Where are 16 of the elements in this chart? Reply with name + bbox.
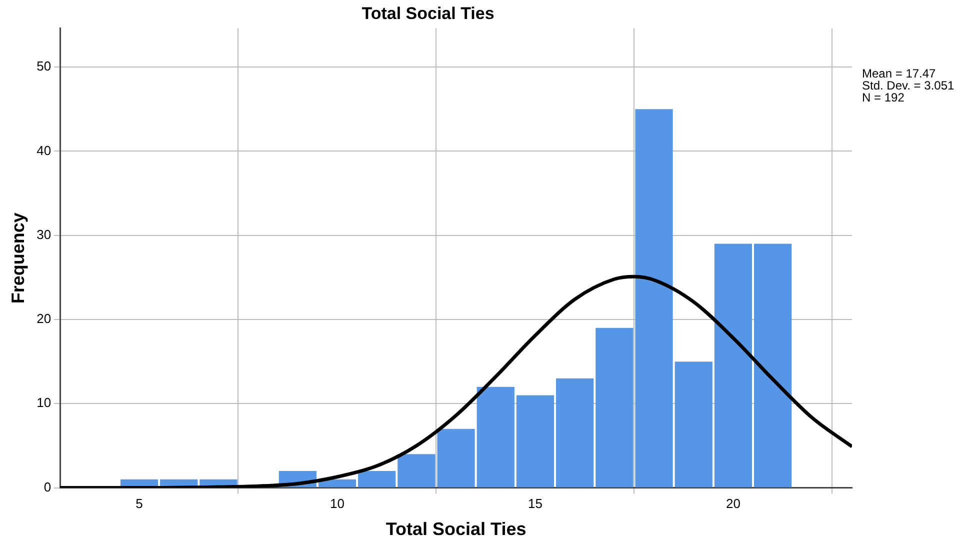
text: Std. Dev. = 3.051 bbox=[862, 78, 954, 93]
chart-title: Total Social Ties bbox=[362, 4, 494, 23]
x-tick-label: 15 bbox=[528, 496, 542, 512]
y-tick-label: 30 bbox=[36, 226, 52, 242]
y-tick-label: 40 bbox=[36, 142, 52, 158]
y-axis-title: Frequency bbox=[8, 212, 28, 304]
x-tick-label: 20 bbox=[726, 496, 740, 512]
x-axis-title: Total Social Ties bbox=[386, 519, 526, 540]
x-tick-label: 10 bbox=[330, 496, 344, 512]
y-tick-label: 50 bbox=[36, 58, 52, 74]
x-tick-label: 5 bbox=[136, 496, 143, 512]
text: N = 192 bbox=[862, 90, 905, 105]
text: Mean = 17.47 bbox=[862, 66, 936, 81]
y-tick-label: 10 bbox=[36, 395, 52, 410]
y-tick-label: 20 bbox=[36, 311, 52, 326]
y-tick-label: 0 bbox=[44, 479, 52, 494]
